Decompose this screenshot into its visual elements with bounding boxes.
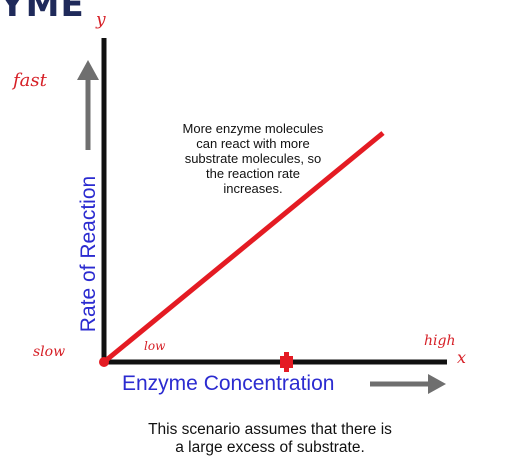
- caption: This scenario assumes that there is a la…: [90, 421, 450, 457]
- caption-line: a large excess of substrate.: [175, 439, 365, 456]
- x-axis-marker: [280, 352, 293, 372]
- annotation-line: the reaction rate: [206, 166, 300, 181]
- caption-line: This scenario assumes that there is: [148, 421, 392, 438]
- annotation-line: More enzyme molecules: [182, 121, 324, 136]
- header-fragment: YME: [0, 0, 160, 18]
- y-axis-letter: y: [95, 10, 106, 30]
- y-tick-label-top: fast: [11, 70, 48, 91]
- right-arrow-icon: [370, 374, 446, 394]
- annotation: More enzyme molecules can react with mor…: [158, 121, 348, 196]
- x-axis-label: Enzyme Concentration: [122, 372, 335, 395]
- x-axis-letter: x: [457, 348, 466, 367]
- y-axis-label: Rate of Reaction: [77, 175, 100, 333]
- series-line: [102, 131, 385, 364]
- annotation-line: substrate molecules, so: [184, 151, 322, 166]
- x-tick-label-right: high: [424, 333, 455, 349]
- annotation-line: increases.: [223, 181, 283, 196]
- annotation-line: can react with more: [196, 136, 310, 151]
- y-tick-label-bottom: slow: [33, 344, 65, 360]
- x-tick-label-left: low: [144, 339, 166, 353]
- up-arrow-icon: [77, 60, 99, 150]
- origin-dot: [99, 357, 109, 367]
